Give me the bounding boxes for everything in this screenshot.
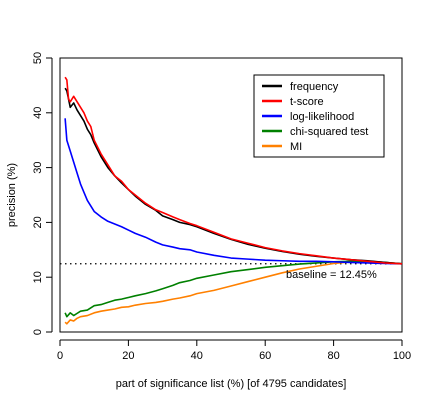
y-axis: 0 10 20 30 40 50 bbox=[32, 52, 53, 335]
x-tick-label: 20 bbox=[122, 350, 134, 362]
y-tick-label: 10 bbox=[32, 271, 44, 283]
plot-frame bbox=[59, 57, 403, 333]
x-tick-label: 60 bbox=[259, 350, 271, 362]
series-line-chi-squared-test bbox=[64, 260, 403, 318]
y-tick-label: 20 bbox=[32, 216, 44, 228]
legend-label: t-score bbox=[290, 96, 324, 108]
x-axis-label: part of significance list (%) [of 4795 c… bbox=[116, 378, 347, 390]
x-axis: 0 20 40 60 80 100 bbox=[57, 339, 411, 362]
legend-label: log-likelihood bbox=[290, 111, 354, 123]
y-tick-label: 30 bbox=[32, 161, 44, 173]
y-tick-label: 50 bbox=[32, 52, 44, 64]
legend-items: frequency t-score log-likelihood chi-square… bbox=[262, 81, 368, 153]
series-group bbox=[64, 76, 403, 325]
legend: frequency t-score log-likelihood chi-square… bbox=[253, 74, 385, 158]
legend-label: frequency bbox=[290, 81, 339, 93]
x-tick-label: 80 bbox=[327, 350, 339, 362]
baseline-label: baseline = 12.45% bbox=[286, 269, 377, 281]
legend-label: chi-squared test bbox=[290, 126, 368, 138]
series-line-MI bbox=[64, 260, 403, 325]
y-axis-label: precision (%) bbox=[6, 163, 18, 227]
series-line-t-score bbox=[64, 76, 403, 265]
series-line-log-likelihood bbox=[64, 118, 403, 265]
y-tick-label: 0 bbox=[32, 329, 44, 335]
y-tick-label: 40 bbox=[32, 107, 44, 119]
x-tick-label: 100 bbox=[393, 350, 411, 362]
x-tick-label: 0 bbox=[57, 350, 63, 362]
legend-label: MI bbox=[290, 141, 302, 153]
x-tick-label: 40 bbox=[191, 350, 203, 362]
